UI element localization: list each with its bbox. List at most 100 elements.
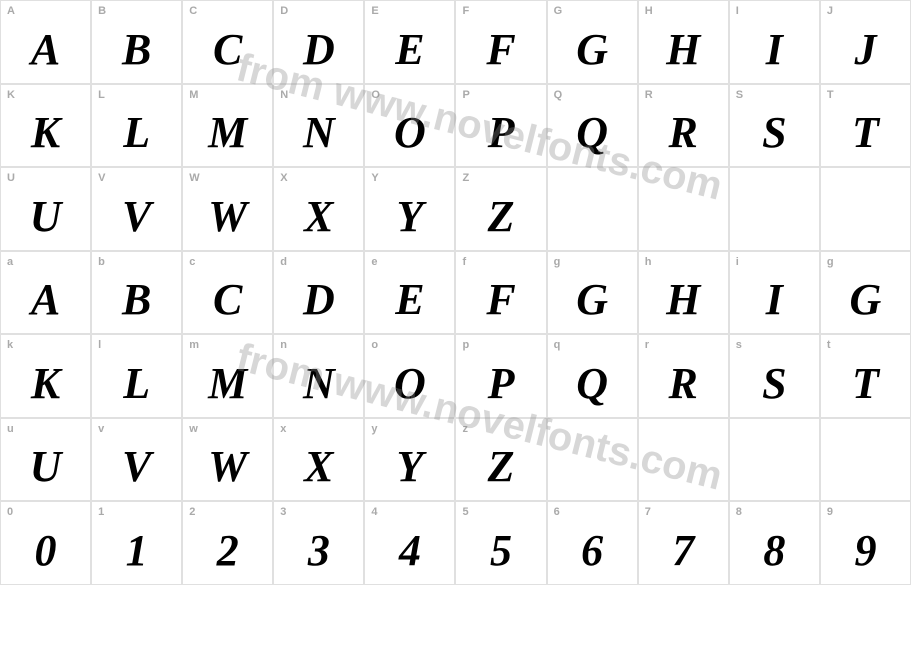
cell-glyph: I: [766, 24, 783, 75]
glyph-cell: 44: [364, 501, 455, 585]
cell-label: g: [554, 256, 561, 268]
glyph-cell: eE: [364, 251, 455, 335]
glyph-cell: 00: [0, 501, 91, 585]
cell-glyph: F: [486, 274, 515, 325]
cell-glyph: G: [576, 24, 608, 75]
cell-label: p: [462, 339, 469, 351]
glyph-cell: JJ: [820, 0, 911, 84]
cell-glyph: Q: [576, 358, 608, 409]
cell-glyph: 8: [763, 525, 785, 576]
glyph-cell: nN: [273, 334, 364, 418]
glyph-cell: QQ: [547, 84, 638, 168]
cell-glyph: G: [576, 274, 608, 325]
cell-label: k: [7, 339, 13, 351]
cell-label: l: [98, 339, 101, 351]
cell-label: D: [280, 5, 288, 17]
cell-label: F: [462, 5, 469, 17]
cell-label: t: [827, 339, 831, 351]
glyph-cell: pP: [455, 334, 546, 418]
cell-label: J: [827, 5, 833, 17]
cell-label: H: [645, 5, 653, 17]
cell-label: G: [554, 5, 563, 17]
glyph-cell: cC: [182, 251, 273, 335]
cell-label: 4: [371, 506, 377, 518]
cell-glyph: X: [304, 441, 333, 492]
cell-glyph: M: [208, 107, 247, 158]
glyph-cell: OO: [364, 84, 455, 168]
cell-glyph: G: [850, 274, 882, 325]
glyph-cell: XX: [273, 167, 364, 251]
cell-glyph: R: [669, 358, 698, 409]
cell-glyph: R: [669, 107, 698, 158]
glyph-cell: AA: [0, 0, 91, 84]
cell-label: W: [189, 172, 199, 184]
glyph-cell: tT: [820, 334, 911, 418]
glyph-cell: TT: [820, 84, 911, 168]
cell-glyph: 6: [581, 525, 603, 576]
cell-label: 3: [280, 506, 286, 518]
cell-label: C: [189, 5, 197, 17]
cell-label: S: [736, 89, 743, 101]
glyph-cell: sS: [729, 334, 820, 418]
glyph-cell: DD: [273, 0, 364, 84]
glyph-cell: PP: [455, 84, 546, 168]
glyph-cell: ZZ: [455, 167, 546, 251]
glyph-cell: gG: [547, 251, 638, 335]
empty-cell: [820, 418, 911, 502]
cell-glyph: T: [852, 358, 879, 409]
cell-glyph: C: [213, 24, 242, 75]
glyph-cell: 55: [455, 501, 546, 585]
glyph-cell: uU: [0, 418, 91, 502]
cell-glyph: L: [123, 107, 150, 158]
glyph-cell: lL: [91, 334, 182, 418]
glyph-cell: xX: [273, 418, 364, 502]
cell-glyph: Z: [488, 191, 515, 242]
glyph-cell: 22: [182, 501, 273, 585]
cell-label: f: [462, 256, 466, 268]
cell-label: U: [7, 172, 15, 184]
glyph-cell: GG: [547, 0, 638, 84]
cell-label: R: [645, 89, 653, 101]
glyph-cell: LL: [91, 84, 182, 168]
cell-glyph: 9: [854, 525, 876, 576]
glyph-cell: SS: [729, 84, 820, 168]
cell-label: i: [736, 256, 739, 268]
cell-label: X: [280, 172, 287, 184]
cell-glyph: N: [303, 107, 335, 158]
cell-glyph: 7: [672, 525, 694, 576]
cell-glyph: 5: [490, 525, 512, 576]
cell-glyph: A: [31, 24, 60, 75]
glyph-cell: 11: [91, 501, 182, 585]
cell-label: s: [736, 339, 742, 351]
glyph-cell: wW: [182, 418, 273, 502]
cell-label: O: [371, 89, 380, 101]
cell-glyph: S: [762, 358, 786, 409]
empty-cell: [638, 418, 729, 502]
cell-glyph: O: [394, 107, 426, 158]
glyph-cell: bB: [91, 251, 182, 335]
cell-label: Q: [554, 89, 563, 101]
glyph-cell: 77: [638, 501, 729, 585]
cell-label: g: [827, 256, 834, 268]
glyph-cell: fF: [455, 251, 546, 335]
cell-glyph: K: [31, 358, 60, 409]
cell-glyph: E: [395, 274, 424, 325]
glyph-cell: qQ: [547, 334, 638, 418]
glyph-cell: WW: [182, 167, 273, 251]
cell-glyph: B: [122, 274, 151, 325]
empty-cell: [729, 167, 820, 251]
cell-glyph: E: [395, 24, 424, 75]
cell-label: I: [736, 5, 739, 17]
cell-label: 9: [827, 506, 833, 518]
glyph-cell: VV: [91, 167, 182, 251]
cell-label: T: [827, 89, 834, 101]
glyph-cell: rR: [638, 334, 729, 418]
cell-glyph: O: [394, 358, 426, 409]
cell-glyph: V: [122, 191, 151, 242]
cell-glyph: D: [303, 274, 335, 325]
cell-label: B: [98, 5, 106, 17]
cell-glyph: S: [762, 107, 786, 158]
cell-label: K: [7, 89, 15, 101]
cell-label: 6: [554, 506, 560, 518]
glyph-cell: NN: [273, 84, 364, 168]
